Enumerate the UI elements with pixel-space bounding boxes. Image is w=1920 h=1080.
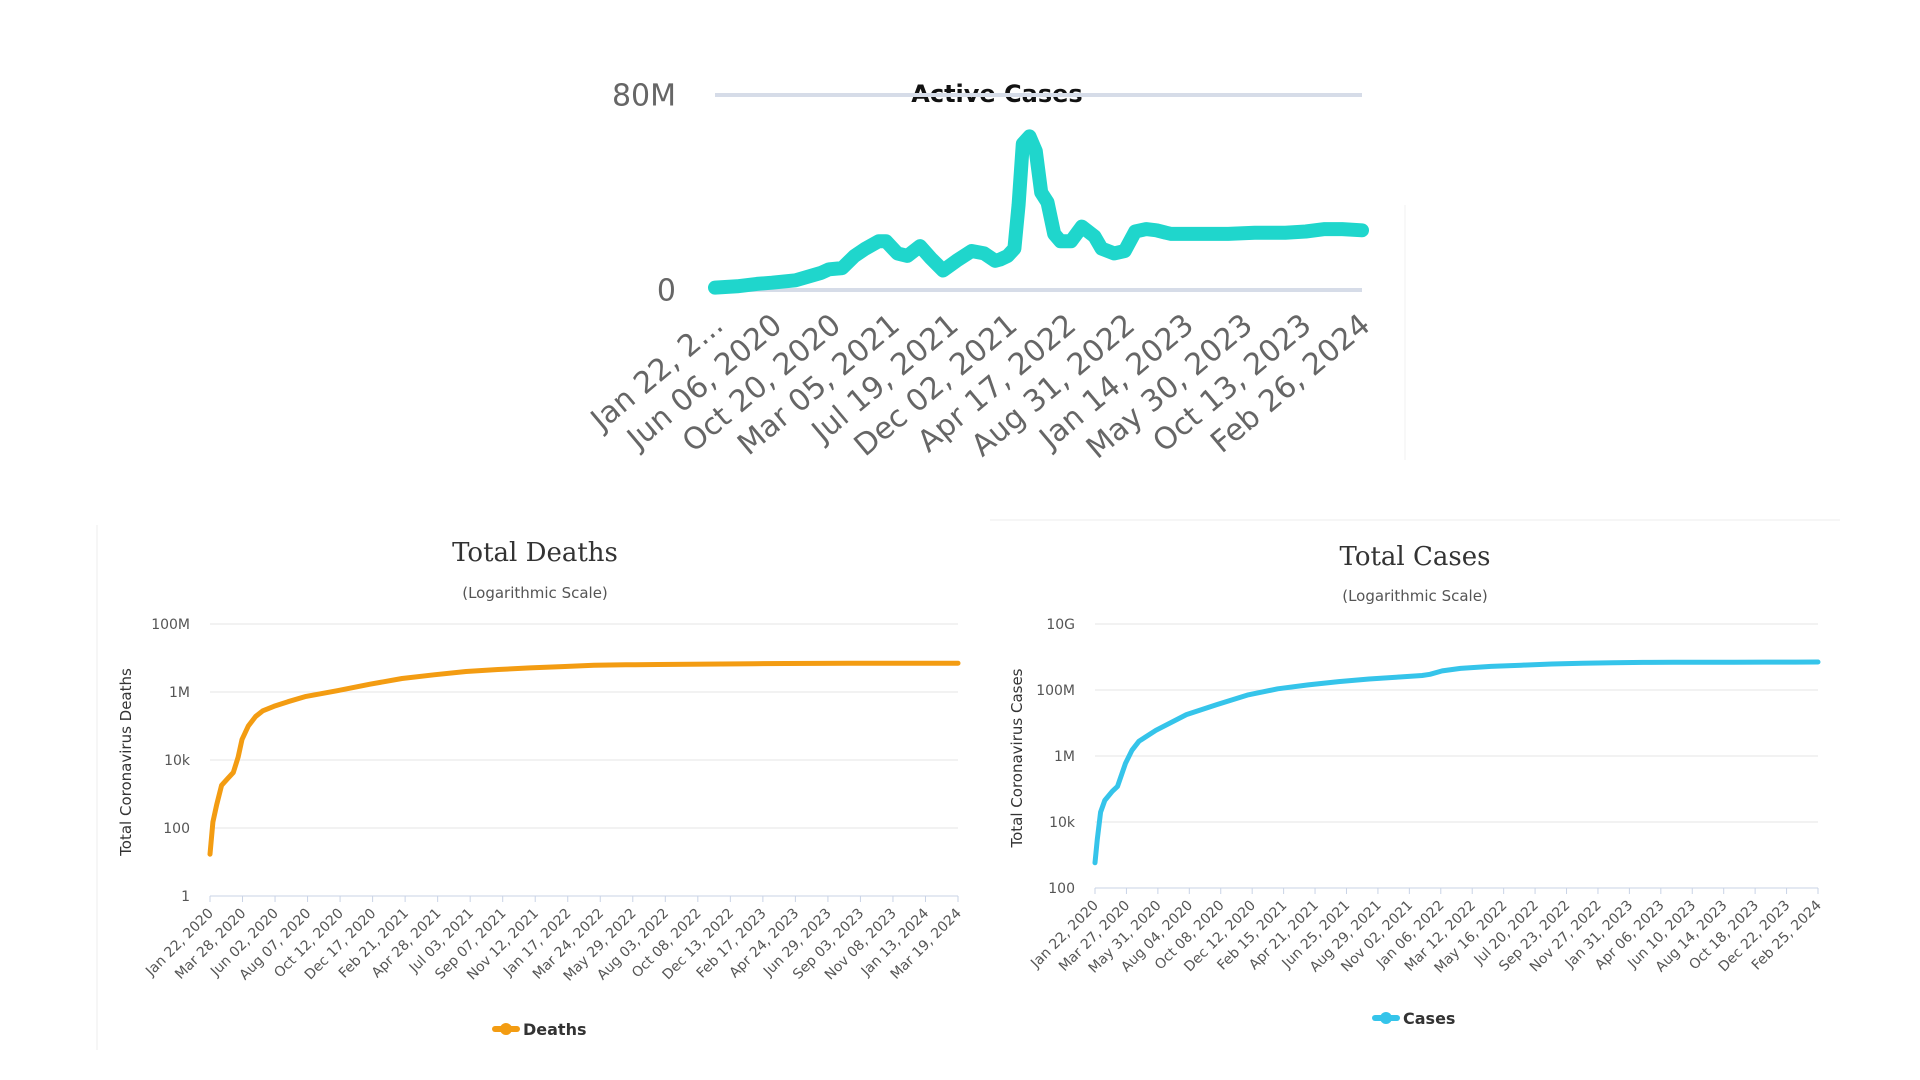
y-tick-label: 1 — [181, 889, 190, 905]
y-tick-label: 1M — [169, 685, 190, 701]
y-tick-label: 100 — [163, 821, 190, 837]
y-tick-label: 10k — [164, 753, 191, 769]
series-lines — [1092, 659, 1821, 866]
series-line-cases — [1092, 659, 1821, 866]
legend[interactable]: Cases — [1372, 1009, 1455, 1028]
panel-borders — [96, 205, 1840, 1050]
y-grid — [715, 93, 1362, 292]
total-deaths-chart: Total Deaths (Logarithmic Scale) Total C… — [117, 538, 965, 1039]
y-tick-label: 10G — [1046, 617, 1075, 633]
y-tick-labels: 100 10k 1M 100M 10G — [1036, 617, 1076, 897]
y-axis-label: Total Coronavirus Deaths — [117, 668, 135, 857]
chart-subtitle: (Logarithmic Scale) — [462, 584, 608, 602]
legend-label-deaths: Deaths — [523, 1020, 587, 1039]
legend[interactable]: Deaths — [492, 1020, 587, 1039]
series-line-deaths — [207, 660, 961, 857]
y-tick-labels: 1 100 10k 1M 100M — [151, 617, 191, 905]
y-grid — [1095, 623, 1818, 889]
y-grid — [210, 623, 958, 897]
series-lines — [708, 129, 1369, 295]
y-tick-label: 10k — [1049, 815, 1076, 831]
legend-marker-cases — [1380, 1012, 1392, 1024]
y-tick-label: 100M — [1036, 683, 1075, 699]
y-tick-label: 100M — [151, 617, 190, 633]
y-tick-label: 100 — [1048, 881, 1075, 897]
y-tick-label: 1M — [1054, 749, 1075, 765]
chart-title: Total Cases — [1340, 542, 1491, 572]
total-cases-chart: Total Cases (Logarithmic Scale) Total Co… — [1008, 542, 1825, 1028]
legend-marker-deaths — [500, 1023, 512, 1035]
chart-subtitle: (Logarithmic Scale) — [1342, 587, 1488, 605]
y-tick-label: 80M — [612, 79, 676, 114]
chart-title: Total Deaths — [452, 538, 618, 568]
series-line-active — [708, 129, 1369, 295]
legend-label-cases: Cases — [1403, 1009, 1455, 1028]
y-tick-label: 0 — [657, 274, 676, 309]
y-axis-label: Total Coronavirus Cases — [1008, 668, 1026, 848]
y-tick-labels: 0 80M — [612, 79, 676, 309]
series-lines — [207, 660, 961, 857]
